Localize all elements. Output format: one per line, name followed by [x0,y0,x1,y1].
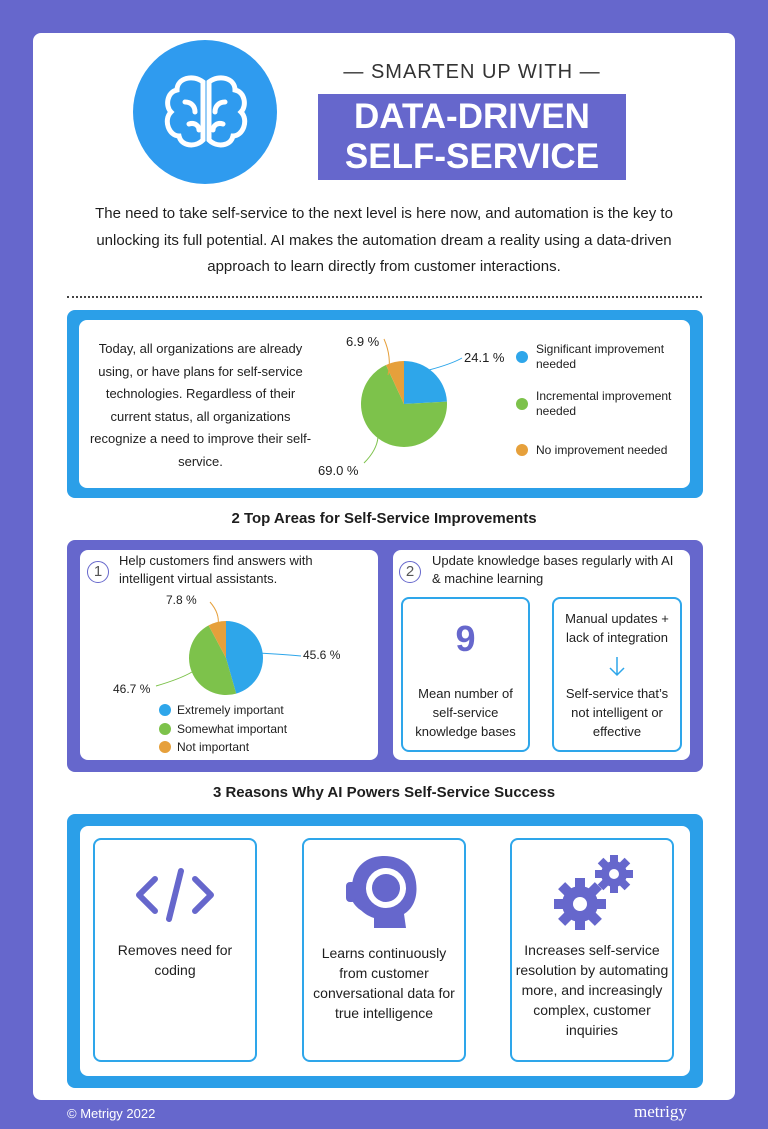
leader-line [363,436,379,464]
legend-label: Somewhat important [177,722,288,736]
value-label: 24.1 % [464,350,505,365]
pie-slice [188,625,237,695]
title-line: DATA-DRIVEN [354,97,590,136]
title-box [318,94,626,180]
leader-line [209,601,219,626]
legend-label: Significant improvement needed [536,342,665,371]
legend-label: Extremely important [177,703,284,717]
leader-line [155,671,193,687]
legend-swatch [159,723,171,735]
legend-swatch [516,398,528,410]
intro: The need to take self-service to the nex… [95,205,673,275]
brain-icon [133,40,277,184]
pie-chart [361,338,463,464]
reason-text: Increases self-service resolution by aut… [515,942,669,1038]
code-icon [136,868,214,922]
assistant-icon [346,856,417,928]
pie-slice [404,361,447,404]
pie-slice [226,621,263,694]
area-title: Help customers find answers with intelli… [119,553,313,586]
legend-swatch [516,351,528,363]
value-label: 69.0 % [318,463,359,478]
stat-text: Mean number of self-service knowledge ba… [415,686,516,739]
leader-line [428,357,463,371]
divider [67,296,702,298]
leader-line [383,338,390,376]
status-text: Today, all organizations are already usi… [89,341,312,469]
logo: metrigy [634,1102,687,1121]
value-label: 7.8 % [166,593,197,607]
reason-card [510,838,674,1062]
arrow [609,657,625,677]
copyright: © Metrigy 2022 [67,1106,156,1121]
legend-swatch [159,741,171,753]
value-label: 45.6 % [303,648,341,662]
effect: Self-service that’s not intelligent or e… [565,686,669,739]
value-label: 6.9 % [346,334,380,349]
cause: Manual updates + lack of integration [565,611,669,645]
pie-slice [361,364,447,447]
reason-card [93,838,257,1062]
title: DATA-DRIVEN SELF-SERVICE [318,97,626,177]
leader-line [257,652,302,657]
stat-box [401,597,530,752]
step-number: 2 [399,561,421,583]
stat-value: 9 [455,618,476,659]
legend-label: Incremental improvement needed [536,389,672,418]
kicker: — SMARTEN UP WITH — [343,61,601,83]
legend-swatch [516,444,528,456]
reason-text: Removes need for coding [117,942,233,978]
pie-slice [208,621,226,658]
pie-slice [385,361,404,404]
pie-chart [155,601,302,695]
reason-text: Learns continuously from customer conver… [313,945,455,1021]
section-title: 3 Reasons Why AI Powers Self-Service Suc… [212,784,556,801]
legend-swatch [159,704,171,716]
value-label: 46.7 % [113,682,151,696]
section-title: 2 Top Areas for Self-Service Improvement… [231,510,537,527]
gears-icon [554,855,633,930]
area-title: Update knowledge bases regularly with AI… [432,553,674,586]
legend-label: Not important [177,740,250,754]
title-line: SELF-SERVICE [344,137,600,176]
legend-label: No improvement needed [536,443,668,457]
step-number: 1 [87,561,109,583]
